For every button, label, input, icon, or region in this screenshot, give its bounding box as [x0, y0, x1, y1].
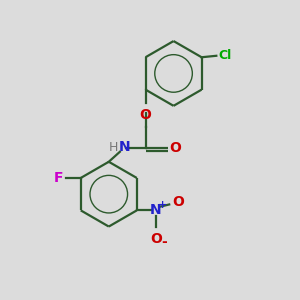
Text: N: N [150, 203, 162, 218]
Text: O: O [172, 194, 184, 208]
Text: O: O [170, 141, 182, 155]
Text: O: O [140, 108, 152, 122]
Text: Cl: Cl [218, 49, 232, 62]
Text: N: N [118, 140, 130, 154]
Text: O: O [150, 232, 162, 246]
Text: F: F [54, 171, 63, 185]
Text: -: - [161, 235, 167, 249]
Text: +: + [158, 200, 167, 210]
Text: H: H [109, 141, 118, 154]
